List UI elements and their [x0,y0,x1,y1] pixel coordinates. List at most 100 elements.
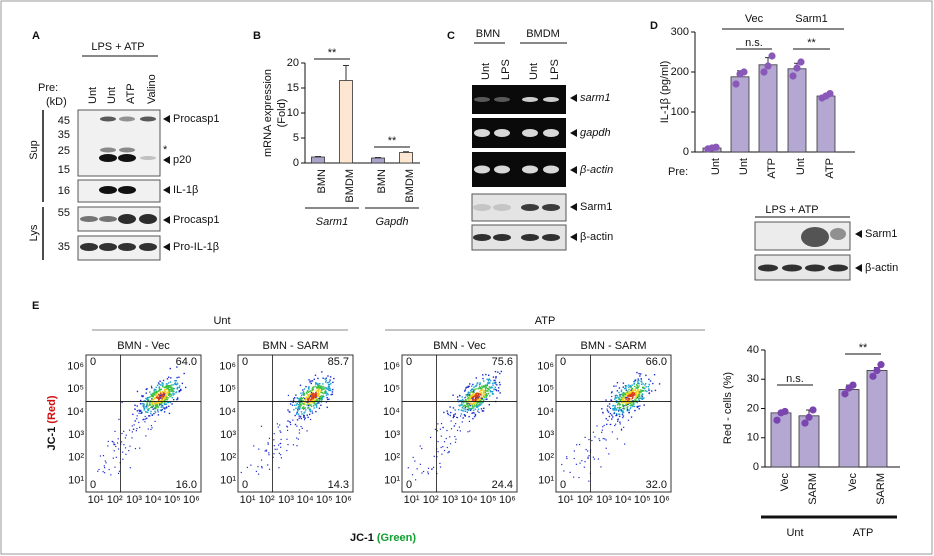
flow-event [174,379,177,382]
flow-event [453,415,455,418]
flow-event [614,405,616,407]
flow-event [465,401,467,404]
flow-event [441,453,443,455]
plot-frame [85,354,202,493]
flow-event [608,415,611,418]
flow-event [172,398,175,401]
flow-event [121,401,123,404]
flow-event [151,387,153,389]
flow-event [320,386,322,388]
flow-event [623,408,626,410]
flow-event [154,392,156,394]
flow-event [472,403,474,405]
flow-event [487,392,490,395]
lane-label: LPS [500,59,512,80]
flow-event [636,397,639,399]
flow-event [632,405,634,408]
flow-event [300,403,302,405]
flow-event [157,396,159,399]
flow-event [483,407,485,410]
flow-event [305,409,307,411]
flow-event [181,382,184,385]
flow-event [636,371,638,374]
data-point [809,406,817,414]
flow-event [313,397,315,400]
flow-event [292,444,295,446]
flow-event [623,401,626,403]
mw-marker: 16 [58,185,70,197]
flow-event [622,411,625,413]
flow-event [626,409,628,412]
flow-event [321,371,323,373]
bar [787,68,807,153]
flow-event [278,452,280,454]
flow-event [636,406,639,408]
x-tick-label: SARM [807,473,819,505]
flow-event [310,392,313,394]
flow-event [324,378,327,380]
flow-event [161,398,163,400]
flow-event [163,398,166,400]
flow-event [637,388,639,391]
y-tick-label: 10⁶ [67,360,84,372]
flow-event [626,396,629,399]
pre-label: Pre: [668,166,688,178]
flow-event [635,393,637,395]
flow-event [326,396,328,399]
y-tick-label: 20 [747,402,759,414]
flow-event [135,430,137,432]
flow-event [312,393,314,396]
flow-event [485,395,487,398]
flow-event [628,398,631,400]
flow-event [154,397,156,400]
quadrant-value: 0 [406,356,412,368]
flow-event [605,439,607,441]
flow-event [267,443,269,445]
flow-event [309,410,312,413]
flow-event [165,390,167,393]
mw-marker: 25 [58,145,70,157]
flow-event [613,408,616,410]
quadrant-value: 24.4 [492,479,513,491]
flow-event [142,395,144,397]
flow-event [648,388,650,390]
flow-event [473,402,475,404]
flow-event [620,393,623,396]
flow-event [611,395,613,398]
flow-event [151,399,153,401]
flow-event [321,391,324,394]
flow-event [632,395,635,397]
flow-event [276,448,278,450]
flow-event [490,386,493,388]
flow-event [642,383,644,385]
flow-event [159,401,161,403]
flow-event [488,378,491,381]
flow-event [461,407,464,409]
flow-event [483,393,486,396]
flow-event [471,412,473,414]
flow-event [622,398,624,400]
flow-event [301,401,303,404]
flow-event [486,384,488,387]
band [543,97,559,102]
flow-event [318,395,320,397]
x-tick-label: 10¹ [88,494,104,506]
flow-event [632,401,635,404]
group-label: Unt [786,527,803,539]
flow-event [637,382,639,384]
flow-event [128,429,131,431]
flow-event [427,473,430,475]
significance-label: ** [807,37,816,49]
flow-event [627,419,630,421]
flow-event [146,417,148,420]
flow-event [627,399,630,401]
flow-event [156,402,158,405]
flow-event [313,404,315,407]
band-label: * [163,144,168,156]
flow-event [315,405,318,407]
flow-event [497,390,500,392]
flow-event [637,405,640,408]
flow-event [163,392,166,394]
flow-event [439,462,441,464]
flow-event [621,393,623,395]
